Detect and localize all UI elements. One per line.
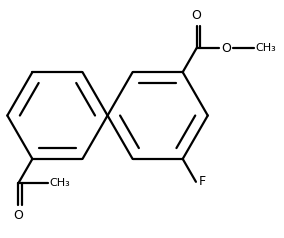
Text: CH₃: CH₃ [50,178,70,188]
Text: F: F [199,175,206,188]
Text: O: O [14,209,23,223]
Text: O: O [221,41,231,55]
Text: O: O [192,9,202,22]
Text: CH₃: CH₃ [255,43,276,53]
